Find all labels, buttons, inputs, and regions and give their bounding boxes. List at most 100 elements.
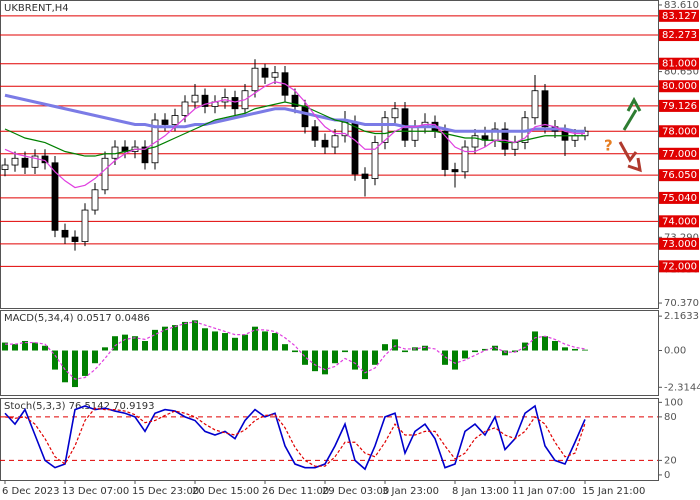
histogram-bar [252, 326, 258, 351]
histogram-bar [502, 350, 508, 356]
x-tick-label: 6 Dec 2023 [2, 486, 60, 497]
level-label: 73.000 [662, 239, 697, 250]
histogram-bar [12, 344, 18, 351]
histogram-bar [442, 350, 448, 365]
candle-body [311, 126, 319, 141]
candle-body [251, 67, 259, 92]
histogram-bar [362, 350, 368, 380]
level-label-box [659, 9, 699, 22]
level-label: 82.273 [662, 30, 697, 41]
signal-arrows: ? [604, 96, 642, 173]
histogram-bar [462, 350, 468, 359]
x-tick-label: 13 Dec 07:00 [62, 486, 129, 497]
y-tick-label: 73.290 [664, 232, 699, 243]
candle-body [471, 135, 479, 148]
histogram-bar [342, 350, 348, 353]
x-tick-label: 15 Jan 21:00 [582, 486, 645, 497]
candle-body [71, 236, 79, 242]
x-tick-label: 20 Dec 15:00 [192, 486, 259, 497]
candle-body [321, 139, 329, 148]
histogram-bar [582, 349, 588, 351]
histogram-bar [292, 350, 298, 353]
candle-body [461, 146, 469, 173]
candle-body [31, 155, 39, 168]
histogram-bar [162, 326, 168, 351]
histogram-bar [32, 342, 38, 351]
candle-body [1, 164, 9, 170]
histogram-bar [52, 350, 58, 370]
candle-body [201, 94, 209, 107]
y-tick-label: 83.610 [664, 0, 699, 11]
series-line [4, 407, 586, 467]
histogram-bar [372, 350, 378, 365]
histogram-bar [22, 340, 28, 351]
candle-body [51, 162, 59, 231]
level-label: 80.000 [662, 81, 697, 92]
histogram-bar [272, 333, 278, 351]
candle-body [291, 94, 299, 107]
candle-body [511, 142, 519, 150]
candle-body [371, 142, 379, 179]
level-label-box [659, 169, 699, 182]
candle-body [501, 128, 509, 150]
histogram-bar [192, 320, 198, 351]
series-line [4, 81, 585, 189]
candle-body [191, 94, 199, 103]
histogram-bar [552, 340, 558, 351]
y-tick-label: 20 [664, 455, 677, 466]
level-label-box [659, 191, 699, 204]
histogram-bar [92, 350, 98, 364]
candle-body [151, 119, 159, 164]
histogram-bar [562, 347, 568, 351]
histogram-bar [392, 339, 398, 351]
candle-body [11, 157, 19, 166]
candle-body [21, 157, 29, 168]
x-tick-label: 29 Dec 03:00 [322, 486, 389, 497]
histogram-bar [142, 340, 148, 351]
up-arrow [622, 96, 642, 131]
candle-body [441, 130, 449, 170]
candle-body [231, 97, 239, 110]
level-label-box [659, 80, 699, 93]
histogram-bar [222, 333, 228, 351]
candle-body [141, 146, 149, 164]
histogram-bar [452, 350, 458, 370]
annotation: ? [604, 137, 613, 155]
y-tick-label: -2.3144 [664, 382, 700, 393]
candle-body [411, 126, 419, 141]
candle-body [531, 90, 539, 119]
candle-body [301, 106, 309, 128]
histogram-bar [262, 331, 268, 351]
histogram-bar [102, 347, 108, 351]
histogram-bar [2, 342, 8, 351]
y-tick-label: 80 [664, 412, 677, 423]
level-label: 75.040 [662, 193, 697, 204]
candle-body [171, 115, 179, 125]
histogram-bar [302, 350, 308, 365]
histogram-bar [82, 350, 88, 376]
x-tick-label: 26 Dec 11:00 [262, 486, 329, 497]
candle-body [541, 90, 549, 128]
level-label: 76.050 [662, 170, 697, 181]
candle-body [101, 157, 109, 191]
level-label: 79.126 [662, 101, 697, 112]
candle-body [91, 189, 99, 211]
x-tick-label: 8 Jan 13:00 [452, 486, 509, 497]
histogram-bar [352, 350, 358, 370]
level-label-box [659, 215, 699, 228]
panel-title: Stoch(5,3,3) 76.5142 70.9193 [4, 401, 155, 412]
x-tick-label: 3 Jan 23:00 [382, 486, 439, 497]
histogram-bar [122, 334, 128, 351]
histogram-bar [402, 350, 408, 353]
level-label: 78.000 [662, 126, 697, 137]
histogram-bar [382, 344, 388, 351]
series-line [4, 404, 586, 471]
candle-body [571, 135, 579, 141]
candle-body [181, 101, 189, 116]
candle-body [111, 146, 119, 159]
level-label: 74.000 [662, 216, 697, 227]
histogram-bar [152, 329, 158, 351]
candle-body [401, 108, 409, 141]
